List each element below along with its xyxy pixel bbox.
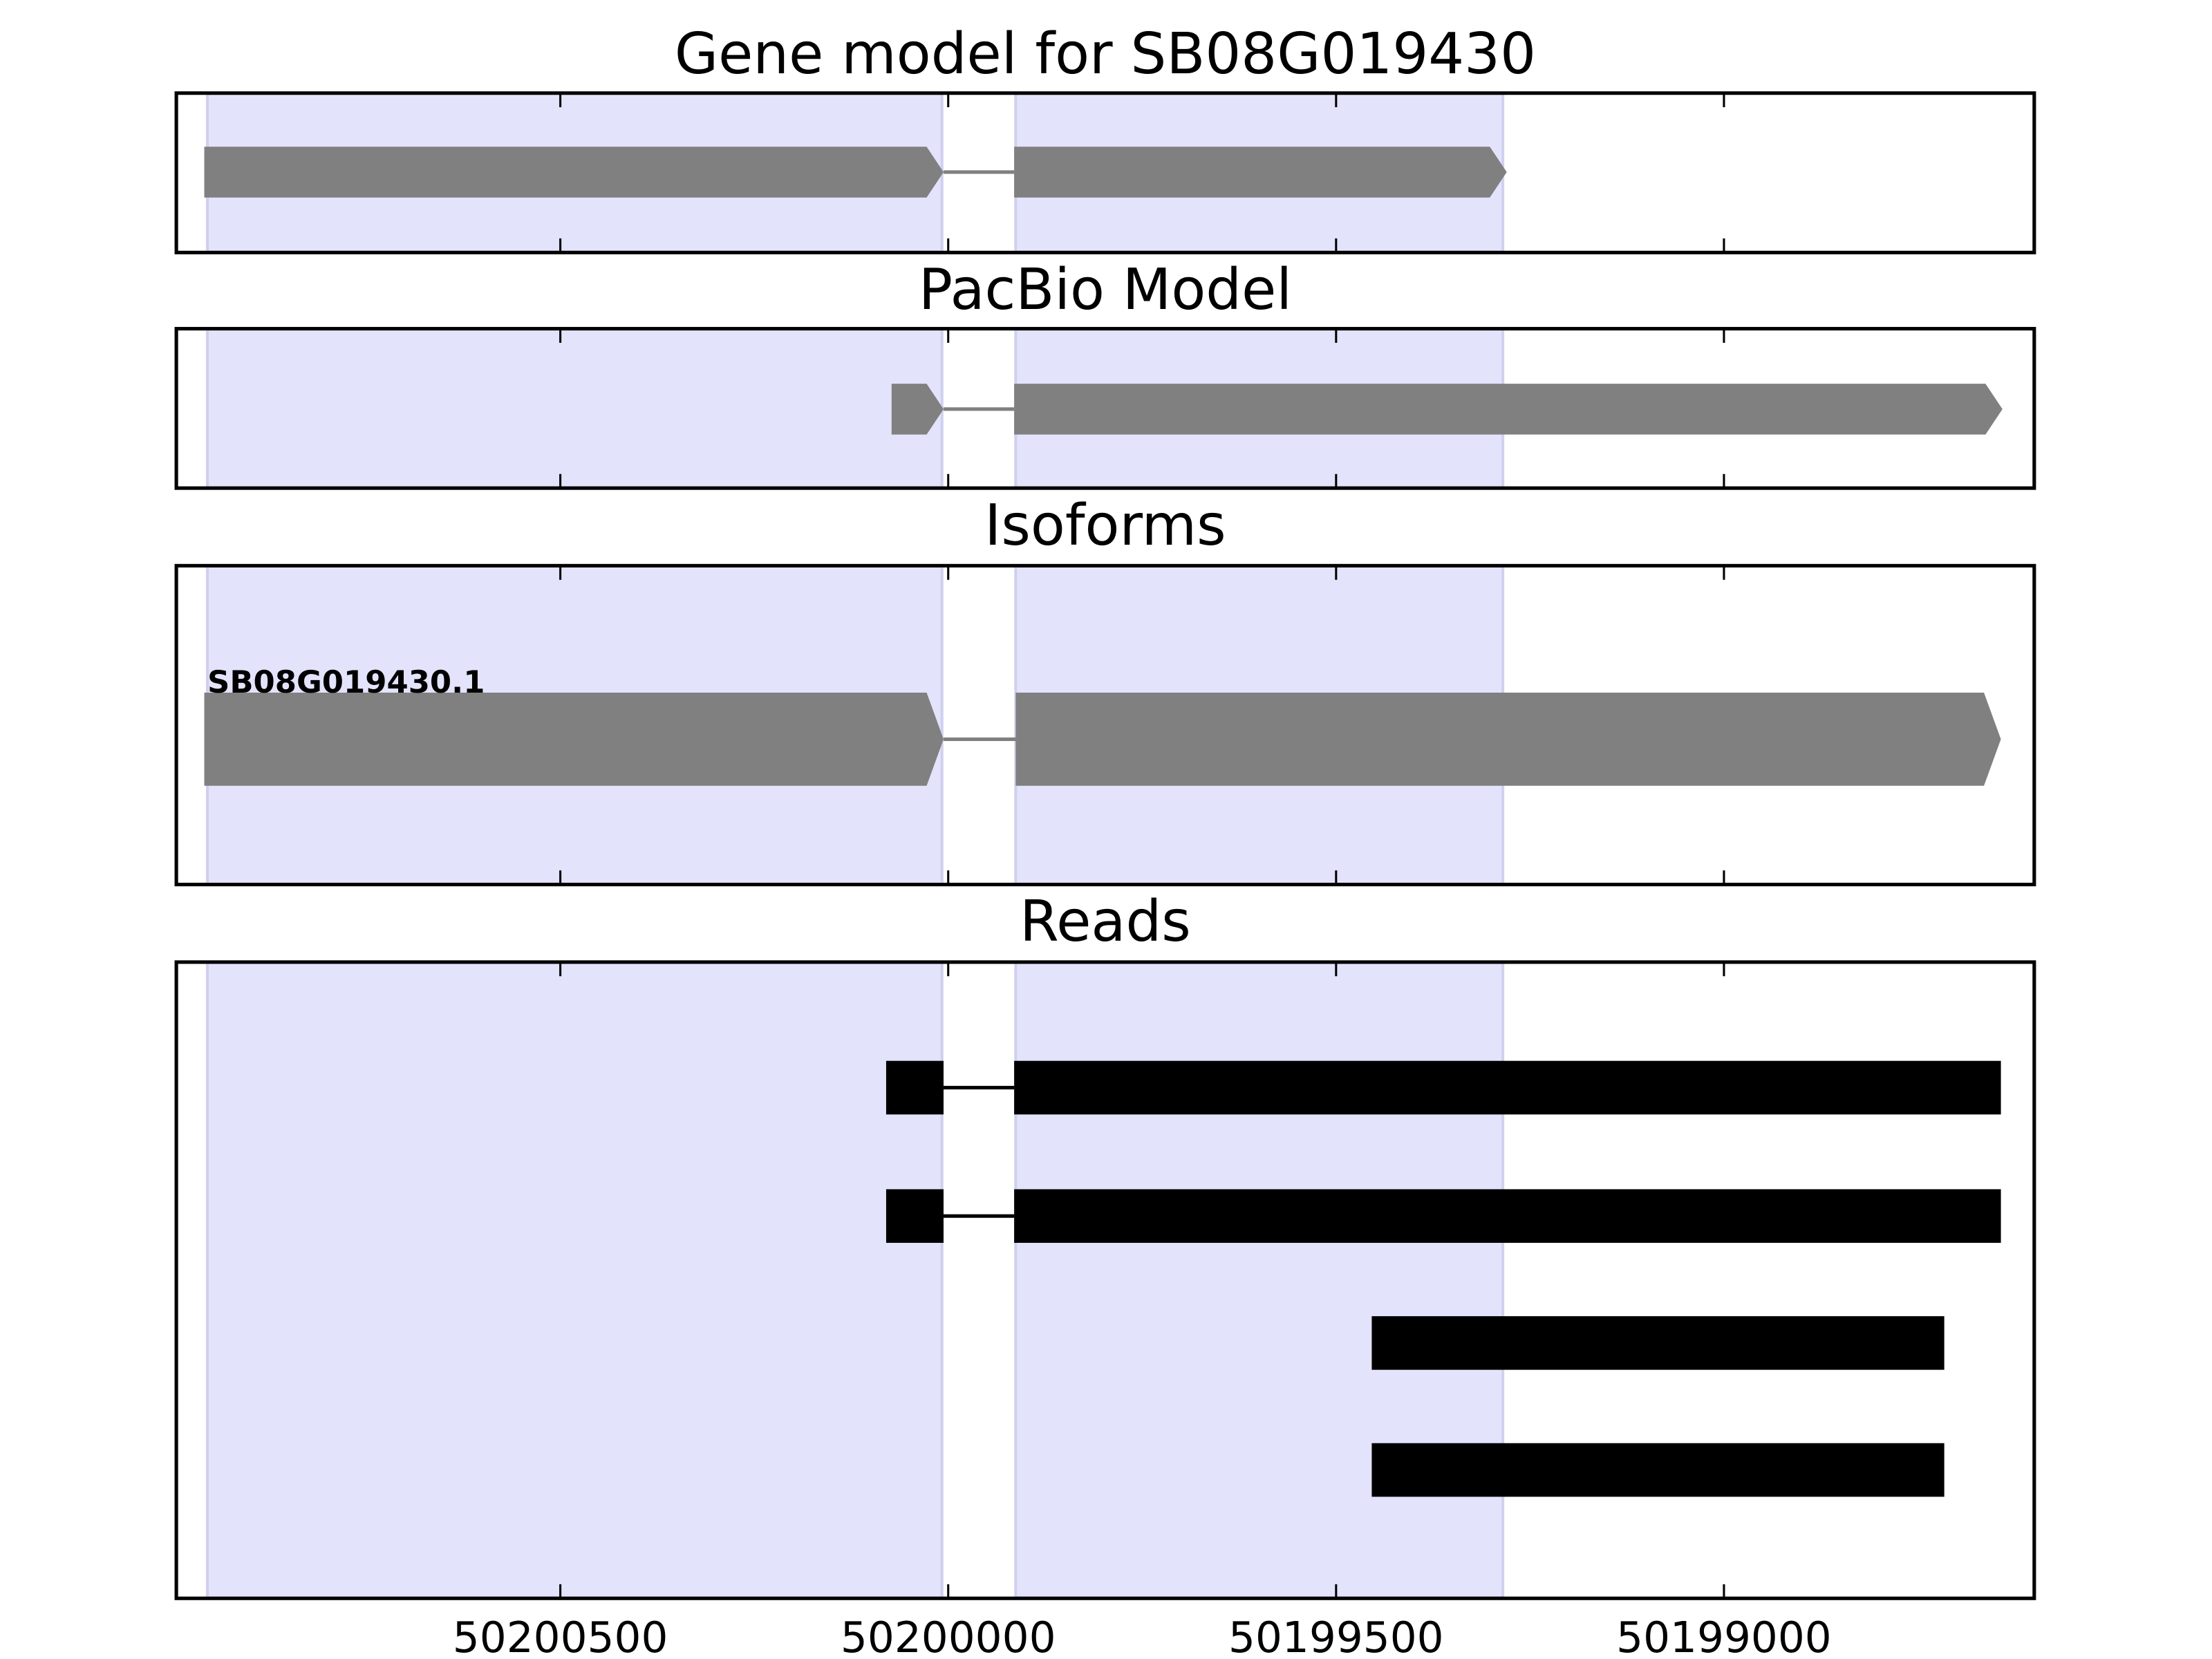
- exon: [1014, 147, 1507, 198]
- exon: [204, 147, 944, 198]
- read-block: [1371, 1443, 1944, 1497]
- panel-title: Gene model for SB08G019430: [675, 21, 1536, 87]
- panel-title: PacBio Model: [919, 257, 1292, 323]
- read-block: [885, 1060, 944, 1115]
- highlight-region: [205, 960, 944, 1600]
- read-block: [1014, 1189, 2001, 1243]
- exon: [1015, 693, 2001, 786]
- panel-title: Reads: [1020, 889, 1191, 955]
- isoform-label: SB08G019430.1: [207, 664, 485, 700]
- x-tick-label: 50199000: [1616, 1613, 1832, 1659]
- x-tick-label: 50200500: [453, 1613, 668, 1659]
- read-block: [1014, 1060, 2001, 1115]
- highlight-region: [205, 327, 944, 490]
- read-block: [885, 1189, 944, 1243]
- panel-frame: [174, 326, 2036, 490]
- exon: [204, 693, 944, 786]
- x-tick-label: 50199500: [1228, 1613, 1444, 1659]
- exon: [1014, 384, 2003, 435]
- x-tick-label: 50200000: [841, 1613, 1056, 1659]
- highlight-region: [1014, 960, 1505, 1600]
- panel-frame: [174, 91, 2036, 254]
- panel-frame: [174, 960, 2036, 1600]
- panel-frame: [174, 563, 2036, 887]
- read-block: [1371, 1316, 1944, 1370]
- exon: [891, 384, 944, 435]
- panel-title: Isoforms: [984, 493, 1226, 559]
